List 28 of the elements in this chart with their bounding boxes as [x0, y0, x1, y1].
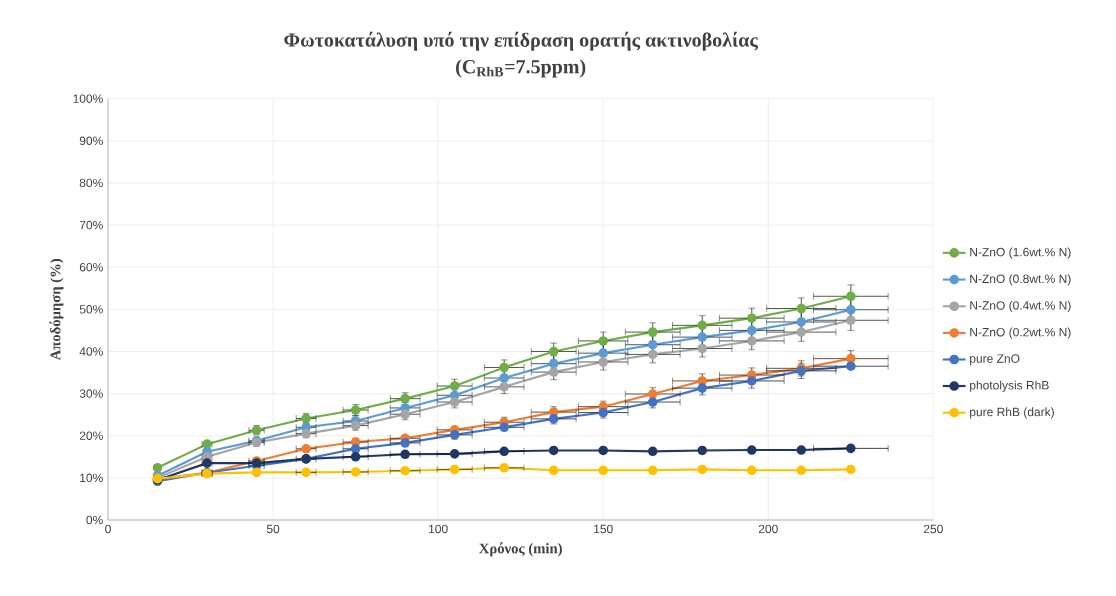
- legend-label: N-ZnO (0.4wt.% N): [970, 300, 1071, 313]
- y-tick-label: 0%: [86, 515, 103, 525]
- y-tick-label: 90%: [79, 136, 103, 146]
- x-tick-label: 150: [594, 524, 613, 534]
- chart-subtitle: (C$_{RhB}$=7.5ppm): [456, 59, 586, 78]
- y-tick-label: 10%: [80, 473, 103, 483]
- chart-title: Φωτοκατάλυση υπό την επίδραση ορατής ακτινοβολίας: [284, 31, 759, 51]
- legend-label: pure RhB (dark): [970, 407, 1054, 419]
- y-tick-label: 100%: [73, 94, 103, 103]
- y-tick-label: 30%: [79, 389, 103, 398]
- legend-label: N-ZnO (0.8wt.% N): [970, 274, 1071, 286]
- y-tick-label: 20%: [79, 431, 103, 440]
- y-axis-title: Αποδόμηση (%): [49, 258, 64, 361]
- x-tick-label: 250: [923, 524, 943, 534]
- legend-label: N-ZnO (0.2wt.% N): [970, 327, 1071, 339]
- legend-label: photolysis RhB: [970, 380, 1049, 392]
- y-tick-label: 60%: [79, 262, 103, 272]
- x-tick-label: 0: [105, 524, 111, 534]
- y-tick-label: 40%: [79, 347, 103, 356]
- y-tick-label: 70%: [79, 220, 103, 230]
- x-axis-title: Χρόνος (min): [479, 542, 562, 557]
- x-tick-label: 200: [758, 524, 778, 534]
- legend-label: N-ZnO (1.6wt.% N): [970, 247, 1071, 259]
- legend-label: pure ZnO: [970, 354, 1020, 366]
- x-tick-label: 50: [266, 524, 280, 534]
- x-tick-label: 100: [429, 524, 448, 534]
- y-tick-label: 80%: [79, 178, 103, 188]
- y-tick-label: 50%: [79, 305, 103, 314]
